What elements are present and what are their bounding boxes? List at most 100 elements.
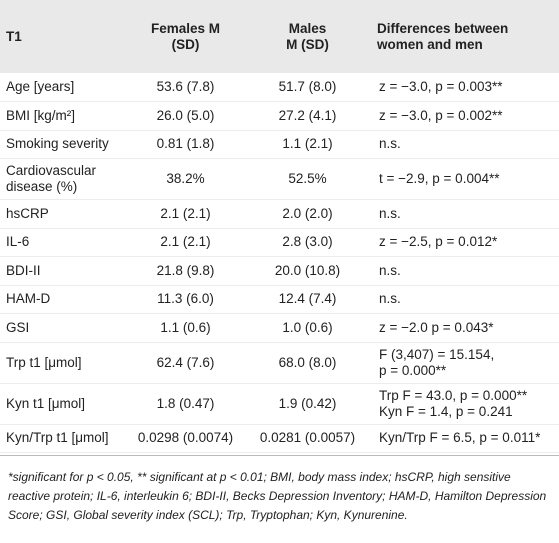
cell-line: 2.1 (2.1) xyxy=(160,205,211,221)
cell-line: disease (%) xyxy=(6,179,78,194)
table-cell: 1.1 (0.6) xyxy=(127,314,244,343)
table-cell: GSI xyxy=(0,314,127,343)
cell-line: Kyn F = 1.4, p = 0.241 xyxy=(379,403,513,419)
data-table: T1 Females M (SD) Males M (SD) Differences be… xyxy=(0,0,559,453)
table-cell: n.s. xyxy=(371,285,559,314)
table-cell: hsCRP xyxy=(0,200,127,229)
cell-line: Trp t1 [μmol] xyxy=(6,354,82,370)
cell-line: 1.1 (0.6) xyxy=(160,319,211,335)
cell-line: Age [years] xyxy=(6,79,75,94)
table-cell: t = −2.9, p = 0.004** xyxy=(371,159,559,200)
table-cell: 0.0298 (0.0074) xyxy=(127,424,244,453)
cell-line: 26.0 (5.0) xyxy=(156,107,215,123)
cell-line: F (3,407) = 15.154, xyxy=(379,346,495,362)
table-cell: z = −2.5, p = 0.012* xyxy=(371,228,559,257)
header-cell: Males M (SD) xyxy=(244,0,371,73)
table-row: Kyn/Trp t1 [μmol] 0.0298 (0.0074) 0.0281 (… xyxy=(0,424,559,453)
table-cell: 1.9 (0.42) xyxy=(244,383,371,424)
table-cell: 2.1 (2.1) xyxy=(127,200,244,229)
cell-line: M (SD) xyxy=(286,36,329,52)
table-row: Kyn t1 [μmol] 1.8 (0.47) 1.9 (0.42) Trp F =… xyxy=(0,383,559,424)
cell-line: Smoking severity xyxy=(6,136,109,152)
cell-line: 0.81 (1.8) xyxy=(156,136,215,152)
table-cell: 27.2 (4.1) xyxy=(244,102,371,131)
header-cell: T1 xyxy=(0,0,127,73)
header-cell: Females M (SD) xyxy=(127,0,244,73)
table-header: T1 Females M (SD) Males M (SD) Differences be… xyxy=(0,0,559,73)
cell-line: 0.0298 (0.0074) xyxy=(137,430,234,446)
cell-line: 1.0 (0.6) xyxy=(282,319,333,335)
cell-line: Kyn/Trp F = 6.5, p = 0.011* xyxy=(379,430,541,446)
cell-line: 68.0 (8.0) xyxy=(278,354,337,370)
table-row: HAM-D 11.3 (6.0) 12.4 (7.4) n.s. xyxy=(0,285,559,314)
header-cell: Differences between women and men xyxy=(371,0,559,73)
table-body: Age [years] 53.6 (7.8) 51.7 (8.0) z = −3.0,… xyxy=(0,73,559,453)
cell-line: z = −3.0, p = 0.002** xyxy=(379,107,503,123)
table-cell: 38.2% xyxy=(127,159,244,200)
table-cell: 12.4 (7.4) xyxy=(244,285,371,314)
table-cell: BMI [kg/m²] xyxy=(0,102,127,131)
table-cell: Age [years] xyxy=(0,73,127,102)
footnote: *significant for p < 0.05, ** significan… xyxy=(0,455,559,525)
cell-line: Kyn t1 [μmol] xyxy=(6,395,86,411)
table-row: Cardiovascular disease (%) 38.2% 52.5% t = −… xyxy=(0,159,559,200)
table-cell: Smoking severity xyxy=(0,130,127,159)
cell-line: hsCRP xyxy=(6,205,49,221)
table-cell: 62.4 (7.6) xyxy=(127,342,244,383)
table-cell: 11.3 (6.0) xyxy=(127,285,244,314)
table-cell: z = −3.0, p = 0.003** xyxy=(371,73,559,102)
table-cell: 21.8 (9.8) xyxy=(127,257,244,286)
table-cell: 0.81 (1.8) xyxy=(127,130,244,159)
table-cell: n.s. xyxy=(371,130,559,159)
table-cell: z = −2.0 p = 0.043* xyxy=(371,314,559,343)
table-row: hsCRP 2.1 (2.1) 2.0 (2.0) n.s. xyxy=(0,200,559,229)
cell-line: GSI xyxy=(6,319,30,335)
cell-line: IL-6 xyxy=(6,234,30,250)
cell-line: BMI [kg/m²] xyxy=(6,107,76,123)
cell-line: n.s. xyxy=(379,291,401,307)
cell-line: 27.2 (4.1) xyxy=(278,107,337,123)
table-cell: 1.1 (2.1) xyxy=(244,130,371,159)
cell-line: 51.7 (8.0) xyxy=(278,79,337,94)
cell-line: Trp F = 43.0, p = 0.000** xyxy=(379,387,528,403)
cell-line: Males xyxy=(288,20,327,36)
table-cell: F (3,407) = 15.154, p = 0.000** xyxy=(371,342,559,383)
header-row: T1 Females M (SD) Males M (SD) Differences be… xyxy=(0,0,559,73)
table-cell: BDI-II xyxy=(0,257,127,286)
cell-line: 2.1 (2.1) xyxy=(160,234,211,250)
table-cell: 20.0 (10.8) xyxy=(244,257,371,286)
cell-line: n.s. xyxy=(379,262,401,278)
table-cell: n.s. xyxy=(371,200,559,229)
table-cell: 53.6 (7.8) xyxy=(127,73,244,102)
cell-line: women and men xyxy=(377,36,483,52)
table-cell: 2.1 (2.1) xyxy=(127,228,244,257)
table-row: Age [years] 53.6 (7.8) 51.7 (8.0) z = −3.0,… xyxy=(0,73,559,102)
table-cell: 1.8 (0.47) xyxy=(127,383,244,424)
cell-line: HAM-D xyxy=(6,291,51,307)
cell-line: n.s. xyxy=(379,205,401,221)
cell-line: z = −2.5, p = 0.012* xyxy=(379,234,498,250)
table-cell: 2.0 (2.0) xyxy=(244,200,371,229)
cell-line: z = −3.0, p = 0.003** xyxy=(379,79,503,94)
cell-line: 20.0 (10.8) xyxy=(274,262,341,278)
table-cell: 26.0 (5.0) xyxy=(127,102,244,131)
table-cell: 68.0 (8.0) xyxy=(244,342,371,383)
cell-line: n.s. xyxy=(379,136,401,152)
table-row: GSI 1.1 (0.6) 1.0 (0.6) z = −2.0 p = 0.043* xyxy=(0,314,559,343)
table-cell: 52.5% xyxy=(244,159,371,200)
table-cell: Kyn/Trp F = 6.5, p = 0.011* xyxy=(371,424,559,453)
cell-line: BDI-II xyxy=(6,262,41,278)
cell-line: p = 0.000** xyxy=(379,362,447,378)
cell-line: 11.3 (6.0) xyxy=(157,291,214,307)
cell-line: 1.1 (2.1) xyxy=(282,136,333,152)
cell-line: 2.0 (2.0) xyxy=(282,205,333,221)
cell-line: (SD) xyxy=(171,36,200,52)
cell-line: 38.2% xyxy=(166,171,205,186)
cell-line: 2.8 (3.0) xyxy=(282,234,333,250)
table-cell: Kyn/Trp t1 [μmol] xyxy=(0,424,127,453)
cell-line: Females M xyxy=(150,20,221,36)
table-cell: z = −3.0, p = 0.002** xyxy=(371,102,559,131)
cell-line: 21.8 (9.8) xyxy=(156,262,215,278)
table-cell: Trp t1 [μmol] xyxy=(0,342,127,383)
table-cell: Trp F = 43.0, p = 0.000** Kyn F = 1.4, p … xyxy=(371,383,559,424)
